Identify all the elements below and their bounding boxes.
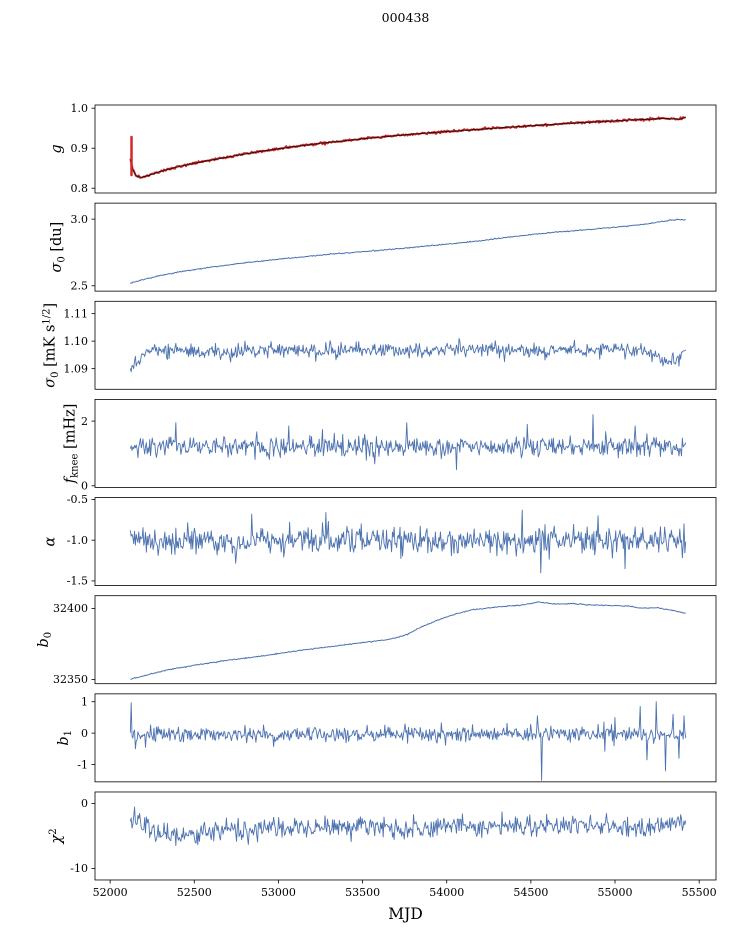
series-line <box>130 601 686 680</box>
axes-frame <box>94 497 717 586</box>
panel-sigma0-du: 3.0 2.5 σ0 [du] <box>49 202 717 293</box>
y-tick-label: -1.0 <box>67 534 88 547</box>
y-axis-label: b1 <box>56 730 74 746</box>
axes-frame <box>94 202 717 292</box>
x-tick-label: 55500 <box>682 886 717 899</box>
series-fit <box>129 117 686 179</box>
y-tick-label: 0 <box>81 797 88 810</box>
figure-title: 000438 <box>381 10 430 25</box>
y-tick-label: 1.09 <box>64 362 89 375</box>
x-tick-label: 53000 <box>261 886 296 899</box>
y-tick-label: 1.10 <box>64 335 89 348</box>
y-tick-label: -0.5 <box>67 493 88 506</box>
panel-chi2: 0 -10 χ2 52000 52500 53000 53500 54000 54500 5500… <box>48 791 717 923</box>
axes-frame <box>94 399 717 488</box>
x-tick-label: 53500 <box>345 886 380 899</box>
y-tick-label: 0 <box>81 480 88 493</box>
axes-frame <box>94 104 717 194</box>
series-line <box>129 338 687 373</box>
y-tick-label: 0 <box>81 727 88 740</box>
series-line <box>130 218 686 284</box>
y-tick-label: 2.5 <box>71 280 89 293</box>
y-axis-label: b0 <box>36 632 54 648</box>
y-tick-label: -10 <box>70 862 88 875</box>
axes-frame <box>94 693 717 783</box>
series-line <box>129 701 687 781</box>
y-axis-label: χ2 <box>48 828 65 844</box>
y-tick-label: 2 <box>81 415 88 428</box>
y-axis-label: fknee [mHz] <box>62 404 80 485</box>
series-line <box>129 509 687 574</box>
y-axis-label: σ0 [du] <box>49 222 67 273</box>
y-tick-label: 3.0 <box>71 213 89 226</box>
panel-alpha: -0.5 -1.0 -1.5 α <box>43 493 717 588</box>
y-tick-label: 1 <box>81 695 88 708</box>
y-tick-label: 32400 <box>53 602 88 615</box>
y-tick-label: 0.8 <box>71 182 89 195</box>
y-tick-label: 32350 <box>53 673 88 686</box>
series-data <box>129 116 686 179</box>
x-axis-label: MJD <box>388 905 423 923</box>
panel-b1: 1 0 -1b1 <box>56 693 717 783</box>
axes-frame <box>94 300 717 390</box>
x-tick-label: 54500 <box>513 886 548 899</box>
y-tick-label: 1.0 <box>71 102 89 115</box>
panel-b0: 32400 32350 b0 <box>36 595 717 686</box>
x-tick-label: 52000 <box>93 886 128 899</box>
axes-frame <box>94 595 717 685</box>
y-tick-label: -1.5 <box>67 575 88 588</box>
x-tick-label: 54000 <box>429 886 464 899</box>
y-tick-label: -1 <box>77 758 88 771</box>
y-axis-label: σ0 [mK s1/2] <box>42 303 61 388</box>
y-tick-label: 0.9 <box>71 142 89 155</box>
series-line <box>129 414 687 471</box>
y-tick-label: 1.11 <box>64 307 89 320</box>
panel-g: 1.0 0.9 0.8 g <box>49 102 717 195</box>
series-line <box>129 806 687 847</box>
y-axis-label: α <box>43 536 59 546</box>
x-tick-label: 52500 <box>177 886 212 899</box>
y-axis-label: g <box>49 144 65 153</box>
x-tick-label: 55000 <box>598 886 633 899</box>
axes-frame <box>94 791 717 881</box>
